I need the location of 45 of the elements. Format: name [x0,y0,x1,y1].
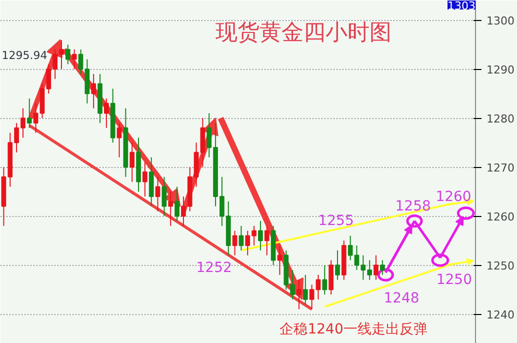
y-tick-label: 1290 [486,64,514,77]
candlestick [168,191,174,226]
candlestick [72,49,77,70]
candlestick [335,250,340,280]
candlestick [91,74,96,109]
annotation: 1258 [395,198,431,214]
candlestick [232,230,238,256]
candlestick [264,225,270,256]
candlestick [33,102,38,134]
candlestick [162,176,167,217]
annotation: 企稳1240一线走出反弹 [280,322,428,338]
candlestick [26,98,32,128]
candlestick [309,284,314,310]
candlestick [142,162,148,197]
candlestick [258,220,263,251]
candlestick [155,176,160,212]
candlestick [238,225,244,251]
candlestick [374,254,378,280]
candlestick [380,260,385,276]
annotation: 1255 [318,213,354,230]
y-tick-label: 1280 [486,112,514,126]
annotation: 1250 [436,272,472,288]
candlestick [46,64,52,94]
y-tick-label: 1270 [486,162,514,175]
candlestick [130,142,135,182]
y-tick-label: 1250 [486,260,514,273]
annotation: 1248 [384,290,420,306]
y-tick-label: 1240 [486,308,514,322]
candlestick [322,264,328,295]
annotation: 1260 [436,189,472,206]
annotation: 1252 [196,260,232,276]
candlestick [277,245,282,276]
candlestick [296,279,302,310]
candlestick [174,186,180,222]
candlestick [316,274,321,300]
annotation: 1295.94 [2,48,48,62]
candlestick [104,98,109,128]
text: 现货黄金四小时图 [216,20,392,46]
candlestick [302,274,308,305]
candlestick [65,44,70,65]
y-tick-label: 1300 [486,14,514,28]
y-tick-label: 1260 [486,210,514,224]
annotation: 1303 [448,0,476,12]
candlestick [220,176,224,226]
candlestick [116,122,122,158]
